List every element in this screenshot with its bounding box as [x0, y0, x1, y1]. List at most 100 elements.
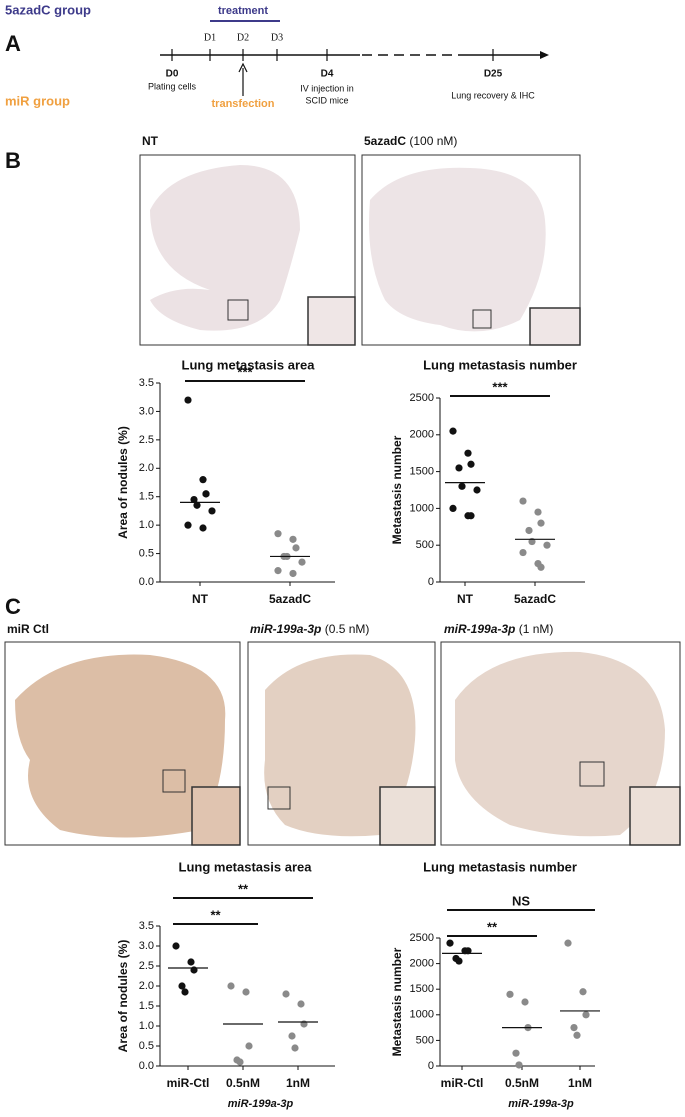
data-point [543, 541, 551, 549]
event-label: SCID mice [305, 95, 348, 105]
data-point [537, 563, 545, 571]
x-axis-label: miR-199a-3p [228, 1098, 294, 1110]
y-tick-label: 1.5 [139, 491, 154, 503]
data-point [582, 1011, 590, 1019]
data-point [446, 939, 454, 947]
x-tick-label: miR-Ctl [167, 1076, 210, 1090]
data-point [292, 544, 300, 552]
data-point [184, 521, 192, 529]
image-title-main: miR-199a-3p [444, 622, 515, 636]
data-point [289, 569, 297, 578]
y-tick-label: 0 [428, 576, 434, 588]
event-arrow [238, 62, 248, 73]
x-tick-label: 0.5nM [226, 1076, 260, 1090]
chart-title: Lung metastasis area [179, 859, 313, 874]
data-point [537, 519, 545, 527]
significance-label: ** [487, 919, 498, 934]
image-title-main: miR-199a-3p [250, 622, 321, 636]
y-tick-label: 1500 [410, 466, 434, 478]
data-point [297, 1000, 305, 1008]
data-point [178, 982, 186, 990]
chart-title: Lung metastasis number [423, 357, 577, 372]
data-point [464, 449, 472, 457]
data-point [519, 497, 527, 505]
data-point [236, 1058, 244, 1066]
y-tick-label: 500 [416, 539, 434, 551]
data-point [282, 990, 290, 998]
data-point [506, 990, 514, 998]
data-point [564, 939, 572, 947]
x-tick-label: NT [192, 592, 209, 606]
event-label: Plating cells [148, 81, 197, 91]
timeline-arrow [540, 51, 549, 59]
event-label: IV injection in [300, 83, 354, 93]
y-axis-label: Area of nodules (%) [116, 940, 130, 1053]
image-title: miR-199a-3p (1 nM) [444, 622, 553, 636]
x-tick-label: 0.5nM [505, 1076, 539, 1090]
data-point [190, 495, 198, 504]
image-title: NT [142, 134, 159, 148]
y-tick-label: 3.5 [139, 377, 154, 389]
y-tick-label: 1.0 [139, 1020, 154, 1032]
image-title: 5azadC (100 nM) [364, 134, 457, 148]
y-tick-label: 2000 [410, 958, 434, 970]
y-tick-label: 500 [416, 1034, 434, 1046]
data-point [181, 988, 189, 996]
data-point [245, 1042, 253, 1050]
data-point [515, 1061, 523, 1069]
chart-title: Lung metastasis number [423, 859, 577, 874]
panel-label: C [5, 594, 21, 619]
y-axis-label: Metastasis number [390, 947, 404, 1056]
day-label: D2 [237, 32, 249, 43]
data-point [455, 957, 463, 965]
data-point [512, 1049, 520, 1057]
data-point [202, 490, 210, 498]
image-title-note: (0.5 nM) [325, 622, 370, 636]
data-point [274, 530, 282, 538]
panel-label: A [5, 31, 21, 56]
day-ticks [171, 49, 494, 61]
significance-label: *** [492, 379, 508, 394]
y-tick-label: 0.5 [139, 547, 154, 559]
data-point [227, 982, 235, 990]
data-point [449, 504, 457, 512]
y-tick-label: 2.0 [139, 980, 154, 992]
data-point [199, 524, 207, 532]
y-tick-label: 3.0 [139, 940, 154, 952]
y-tick-label: 1000 [410, 502, 434, 514]
data-point [184, 396, 192, 404]
y-axis-label: Metastasis number [390, 435, 404, 544]
group-label: 5azadC group [5, 2, 91, 17]
y-tick-label: 1500 [410, 983, 434, 995]
data-point [521, 998, 529, 1006]
data-point [449, 427, 457, 435]
significance-label: ** [210, 907, 221, 922]
data-point [570, 1024, 578, 1032]
tissue-image [4, 641, 241, 846]
day-label: D0 [166, 69, 179, 80]
day-label: D25 [484, 69, 503, 80]
y-tick-label: 3.5 [139, 920, 154, 932]
data-point [525, 526, 533, 535]
y-tick-label: 2500 [410, 392, 434, 404]
data-point [288, 1032, 296, 1040]
x-tick-label: miR-Ctl [441, 1076, 484, 1090]
significance-label: NS [512, 893, 530, 908]
treatment-label: treatment [218, 5, 268, 17]
image-title-note: (100 nM) [409, 134, 457, 148]
data-point [208, 507, 216, 515]
y-tick-label: 0.0 [139, 1060, 154, 1072]
image-title-note: (1 nM) [519, 622, 554, 636]
data-point [458, 482, 466, 490]
data-point [242, 988, 250, 996]
data-point [534, 508, 542, 516]
data-point [187, 958, 195, 966]
day-label: D4 [321, 69, 334, 80]
tissue-image [139, 154, 356, 346]
panel-label: B [5, 148, 21, 173]
x-tick-label: 5azadC [269, 592, 311, 606]
image-title: miR-199a-3p (0.5 nM) [250, 622, 369, 636]
x-tick-label: 5azadC [514, 592, 556, 606]
y-tick-label: 0 [428, 1060, 434, 1072]
tissue-image [247, 641, 436, 846]
